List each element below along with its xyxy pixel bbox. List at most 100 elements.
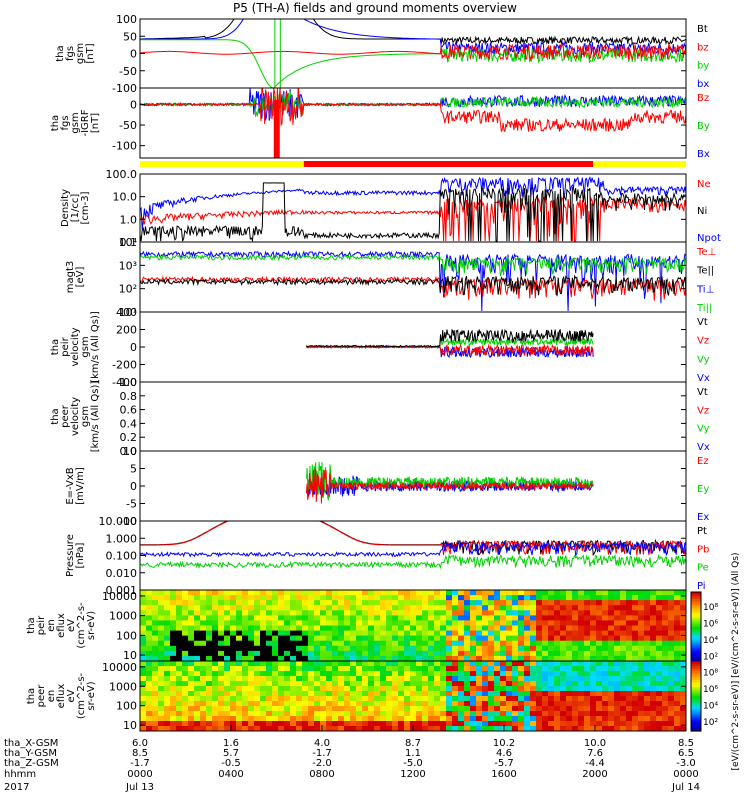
panel-2-ylabel: [nT] <box>90 113 101 133</box>
panel-6-ylabel: gsm <box>80 406 91 427</box>
panel-6-ytick-label: 1.0 <box>120 376 138 389</box>
date-label-end: Jul 14 <box>671 782 700 793</box>
panel-2-ylabel: fgs <box>60 115 71 130</box>
panel-9-ylabel: eflux <box>56 613 67 638</box>
peer-spectrogram <box>140 661 686 731</box>
panel-8-ytick-label: 1.000 <box>106 532 138 545</box>
panel-7-ytick-label: 5 <box>130 463 137 476</box>
panel-8-ylabel: Pressure <box>65 534 76 577</box>
colorbar-tick: 10⁸ <box>703 669 718 679</box>
panel-10-ytick-label: 10 <box>123 719 137 732</box>
panel-8-ytick-label: 0.100 <box>106 550 138 563</box>
panel-1-traces <box>140 19 686 88</box>
panel-6-legend-Vt: Vt <box>697 387 708 398</box>
panel-6-legend-Vz: Vz <box>697 405 709 416</box>
ephemeris-value: -2.0 <box>312 758 332 769</box>
panel-8-legend-Pb: Pb <box>697 544 709 555</box>
ephemeris-value: 8.5 <box>678 738 694 749</box>
panel-5-ytick-label: -400 <box>112 376 137 389</box>
mode-bar-segment-0 <box>140 161 304 167</box>
panel-2-traces <box>140 88 686 158</box>
mode-bar-segment-1 <box>303 161 594 167</box>
panel-2-ylabel: -IGRF <box>80 109 91 136</box>
panel-1-ylabel: gsm <box>75 43 86 64</box>
ephemeris-label: tha_Z-GSM <box>4 758 59 769</box>
bz-igrf-spike <box>273 100 280 158</box>
panel-4-legend-Te||: Te|| <box>696 266 714 277</box>
ephemeris-value: -1.7 <box>312 748 332 759</box>
panel-1-ytick-label: 50 <box>123 30 137 43</box>
by-trace <box>140 39 686 88</box>
panel-5-legend-Vx: Vx <box>697 373 710 384</box>
bz-trace <box>140 43 686 61</box>
panel-8-legend-Pi: Pi <box>697 581 706 592</box>
panel-1-ytick-label: 100 <box>116 13 137 26</box>
ephemeris-value: 6.5 <box>678 748 694 759</box>
panel-5-ytick-label: 400 <box>116 306 137 319</box>
panel-5-legend-Vz: Vz <box>697 336 709 347</box>
ephemeris-value: 6.0 <box>132 738 148 749</box>
panel-10-ytick-label: 10000 <box>102 661 137 674</box>
ephemeris-value: 1.1 <box>405 748 421 759</box>
panel-7-ylabel: [mV/m] <box>75 467 86 505</box>
bx-trace <box>140 19 686 57</box>
panel-8-legend-Pe: Pe <box>697 563 709 574</box>
te-par-trace <box>140 274 686 297</box>
panel-6-ylabel: peer <box>60 404 71 428</box>
panel-6-ytick-label: 0.2 <box>120 431 138 444</box>
panel-5-ylabel: tha <box>50 339 61 355</box>
panel-1-ylabel: tha <box>55 45 66 61</box>
panel-5-legend-Vt: Vt <box>697 317 708 328</box>
panel-1-ytick-label: 0 <box>130 48 137 61</box>
panel-3-ytick-label: 10.0 <box>113 191 138 204</box>
x-tick-label: 0800 <box>309 769 334 780</box>
panel-1-legend-bx: bx <box>697 79 709 90</box>
ephemeris-value: 10.2 <box>493 738 515 749</box>
panel-2-ytick-label: 0 <box>130 98 137 111</box>
ephemeris-value: 7.6 <box>587 748 603 759</box>
panel-3-ylabel: [1/cc] <box>70 194 81 223</box>
panel-9-ylabel: en <box>46 619 57 632</box>
vt-trace <box>306 328 594 348</box>
panel-3-legend-Npot: Npot <box>697 233 721 244</box>
panel-9-ytick-label: 1000 <box>109 610 137 623</box>
ephemeris-value: 5.7 <box>223 748 239 759</box>
panel-6-ylabel: tha <box>50 408 61 424</box>
panel-3-ylabel: Density <box>60 189 71 227</box>
panel-7-legend-Ex: Ex <box>697 512 709 523</box>
panel-2-ytick-label: -100 <box>112 140 137 153</box>
panel-6-legend-Vx: Vx <box>697 442 710 453</box>
panel-10-ylabel: peer <box>36 684 47 708</box>
colorbar <box>690 591 702 732</box>
panel-4-ytick-label: 10³ <box>119 259 137 272</box>
panel-9-ylabel: eV <box>66 619 77 632</box>
ephemeris-value: 8.5 <box>132 748 148 759</box>
panel-7-ytick-label: 10 <box>123 445 137 458</box>
panel-3-legend-Ni: Ni <box>697 206 707 217</box>
ni-trace <box>140 182 686 242</box>
ephemeris-value: -5.0 <box>403 758 423 769</box>
panel-4-legend-Ti||: Ti|| <box>696 303 712 314</box>
pi-trace <box>140 540 686 558</box>
colorbar-tick: 10⁶ <box>703 685 718 695</box>
panel-2-frame <box>139 87 687 159</box>
panel-10-ylabel: sr-eV) <box>86 681 97 710</box>
x-tick-label: 1600 <box>491 769 516 780</box>
panel-3-legend-Ne: Ne <box>697 179 711 190</box>
panel-4-legend-Ti⊥: Ti⊥ <box>696 284 714 295</box>
panel-3-ytick-label: 1.0 <box>120 213 138 226</box>
x-tick-label: 0000 <box>127 769 152 780</box>
year-label: 2017 <box>4 782 29 793</box>
vz-trace <box>306 343 594 357</box>
ne-trace <box>140 196 686 242</box>
panel-10-ylabel: (cm^2-s- <box>76 672 87 719</box>
panel-7-legend-Ez: Ez <box>697 456 709 467</box>
panel-10-ylabel: eflux <box>56 684 67 709</box>
panel-6-ytick-label: 0.0 <box>120 445 138 458</box>
panel-6-legend-Vy: Vy <box>697 424 710 435</box>
panel-4-ytick-label: 10⁴ <box>119 236 138 249</box>
x-tick-label: 2000 <box>582 769 607 780</box>
pe-trace <box>140 553 686 570</box>
panel-10-ylabel: tha <box>26 688 37 704</box>
panel-1-ytick-label: -50 <box>119 65 137 78</box>
